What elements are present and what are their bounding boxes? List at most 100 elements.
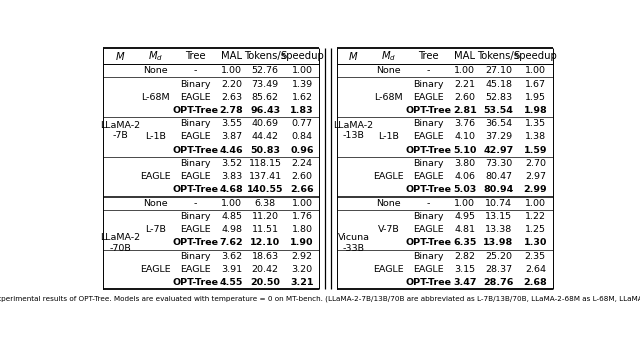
Text: EAGLE: EAGLE: [180, 93, 211, 102]
Text: OPT-Tree: OPT-Tree: [405, 146, 451, 155]
Text: $M$: $M$: [115, 50, 125, 62]
Text: OPT-Tree: OPT-Tree: [405, 106, 451, 115]
Text: EAGLE: EAGLE: [413, 132, 444, 141]
Text: L-1B: L-1B: [378, 132, 399, 141]
Text: 1.00: 1.00: [221, 199, 242, 208]
Text: EAGLE: EAGLE: [180, 172, 211, 181]
Text: 3.52: 3.52: [221, 159, 242, 168]
Text: 44.42: 44.42: [252, 132, 279, 141]
Text: 10.74: 10.74: [485, 199, 512, 208]
Text: 1.00: 1.00: [221, 66, 242, 75]
Text: 2.60: 2.60: [292, 172, 312, 181]
Text: EAGLE: EAGLE: [413, 172, 444, 181]
Text: Speedup: Speedup: [280, 51, 324, 61]
Text: 4.85: 4.85: [221, 212, 242, 221]
Text: EAGLE: EAGLE: [180, 265, 211, 274]
Text: 2.92: 2.92: [292, 252, 312, 261]
Text: 3.20: 3.20: [291, 265, 312, 274]
Text: None: None: [376, 199, 401, 208]
Text: 4.81: 4.81: [454, 225, 476, 234]
Text: 1.39: 1.39: [291, 79, 312, 88]
Text: 1.62: 1.62: [292, 93, 312, 102]
Text: 1.59: 1.59: [524, 146, 547, 155]
Text: 2.63: 2.63: [221, 93, 242, 102]
Text: 118.15: 118.15: [249, 159, 282, 168]
Text: 2.70: 2.70: [525, 159, 546, 168]
Text: 27.10: 27.10: [485, 66, 512, 75]
Text: OPT-Tree: OPT-Tree: [172, 146, 218, 155]
Text: L-68M: L-68M: [374, 93, 403, 102]
Text: 7.62: 7.62: [220, 238, 243, 247]
Text: $M$: $M$: [348, 50, 359, 62]
Text: Vicuna
-33B: Vicuna -33B: [337, 233, 369, 253]
Text: $M_d$: $M_d$: [148, 49, 163, 63]
Text: 13.38: 13.38: [485, 225, 512, 234]
Text: 1.83: 1.83: [290, 106, 314, 115]
Text: Binary: Binary: [413, 79, 444, 88]
Text: OPT-Tree: OPT-Tree: [405, 238, 451, 247]
Text: Binary: Binary: [180, 252, 211, 261]
Text: 1.00: 1.00: [292, 199, 312, 208]
Text: 2.99: 2.99: [524, 185, 547, 194]
Text: 2.82: 2.82: [454, 252, 476, 261]
Text: 40.69: 40.69: [252, 119, 279, 128]
Text: 1.35: 1.35: [525, 119, 546, 128]
Text: -: -: [193, 199, 196, 208]
Text: 1.00: 1.00: [454, 66, 476, 75]
Text: EAGLE: EAGLE: [140, 172, 170, 181]
Text: 80.47: 80.47: [485, 172, 512, 181]
Text: 53.54: 53.54: [484, 106, 513, 115]
Text: 2.24: 2.24: [292, 159, 312, 168]
Text: 1.76: 1.76: [292, 212, 312, 221]
Text: L-1B: L-1B: [145, 132, 166, 141]
Text: 1.95: 1.95: [525, 93, 546, 102]
Text: V-7B: V-7B: [378, 225, 399, 234]
Text: Tokens/s: Tokens/s: [477, 51, 520, 61]
Text: 18.63: 18.63: [252, 252, 279, 261]
Text: Binary: Binary: [180, 119, 211, 128]
Text: L-7B: L-7B: [145, 225, 166, 234]
Text: 28.76: 28.76: [483, 278, 514, 287]
Text: 20.50: 20.50: [250, 278, 280, 287]
Text: 13.98: 13.98: [483, 238, 514, 247]
Text: Binary: Binary: [413, 119, 444, 128]
Text: Binary: Binary: [180, 212, 211, 221]
Text: Binary: Binary: [180, 159, 211, 168]
Text: -: -: [193, 66, 196, 75]
Text: 2.60: 2.60: [454, 93, 476, 102]
Text: EAGLE: EAGLE: [373, 172, 404, 181]
Text: 45.18: 45.18: [485, 79, 512, 88]
Text: 3.80: 3.80: [454, 159, 476, 168]
Text: 96.43: 96.43: [250, 106, 280, 115]
Text: 52.76: 52.76: [252, 66, 279, 75]
Text: EAGLE: EAGLE: [140, 265, 170, 274]
Text: 137.41: 137.41: [249, 172, 282, 181]
Text: MAL: MAL: [454, 51, 476, 61]
Text: 4.46: 4.46: [220, 146, 243, 155]
Text: 1.25: 1.25: [525, 225, 546, 234]
Text: 0.84: 0.84: [292, 132, 312, 141]
Text: 4.10: 4.10: [454, 132, 476, 141]
Text: 11.51: 11.51: [252, 225, 279, 234]
Text: 0.77: 0.77: [292, 119, 312, 128]
Text: 3.87: 3.87: [221, 132, 242, 141]
Text: LLaMA-2
-7B: LLaMA-2 -7B: [100, 121, 140, 140]
Text: None: None: [376, 66, 401, 75]
Text: 13.15: 13.15: [485, 212, 512, 221]
Text: 4.98: 4.98: [221, 225, 242, 234]
Text: 2.66: 2.66: [290, 185, 314, 194]
Text: Speedup: Speedup: [513, 51, 557, 61]
Text: 1.67: 1.67: [525, 79, 546, 88]
Text: Binary: Binary: [413, 159, 444, 168]
Text: OPT-Tree: OPT-Tree: [172, 106, 218, 115]
Text: 5.03: 5.03: [453, 185, 476, 194]
Text: OPT-Tree: OPT-Tree: [172, 238, 218, 247]
Text: 1.00: 1.00: [525, 66, 546, 75]
Text: 42.97: 42.97: [483, 146, 514, 155]
Text: 0.96: 0.96: [291, 146, 314, 155]
Text: 4.68: 4.68: [220, 185, 243, 194]
Text: 3.47: 3.47: [453, 278, 477, 287]
Text: Binary: Binary: [413, 212, 444, 221]
Text: 2.68: 2.68: [524, 278, 547, 287]
Text: EAGLE: EAGLE: [180, 225, 211, 234]
